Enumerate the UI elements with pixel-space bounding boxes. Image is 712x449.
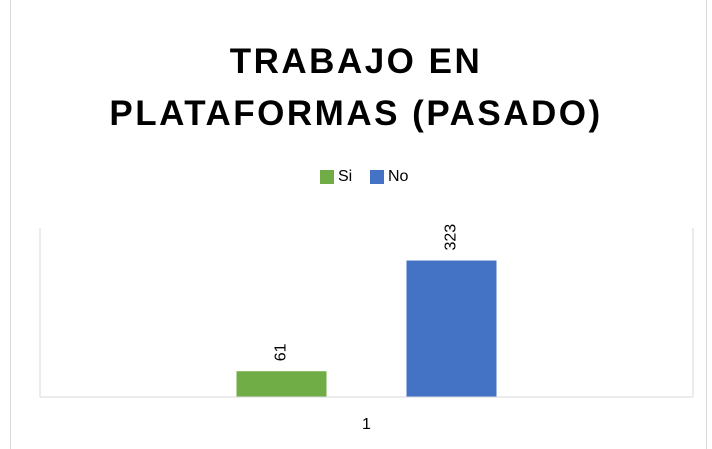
- data-label: 323: [443, 224, 460, 251]
- legend-label: Si: [338, 168, 352, 185]
- data-label: 61: [273, 343, 290, 361]
- bar: [236, 371, 327, 397]
- bar: [406, 260, 497, 397]
- legend-swatch: [370, 170, 384, 184]
- legend-label: No: [388, 168, 409, 185]
- legend-swatch: [320, 170, 334, 184]
- x-tick-label: 1: [362, 416, 371, 433]
- chart-frame: [10, 0, 707, 449]
- chart-title: TRABAJO EN PLATAFORMAS (PASADO): [109, 42, 603, 133]
